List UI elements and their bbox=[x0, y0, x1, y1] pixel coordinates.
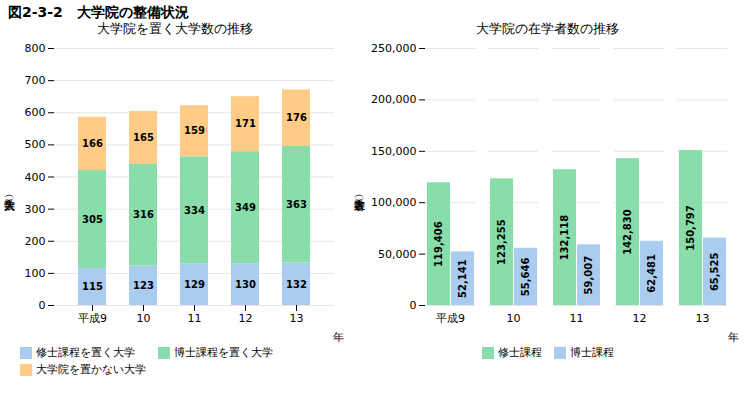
svg-text:132: 132 bbox=[286, 278, 307, 289]
html-text:大学数（人）: 大学数（人） bbox=[3, 190, 16, 191]
svg-text:159: 159 bbox=[184, 125, 205, 136]
svg-text:171: 171 bbox=[235, 118, 256, 129]
svg-text:349: 349 bbox=[235, 202, 256, 213]
svg-text:200: 200 bbox=[25, 235, 46, 248]
svg-text:123,255: 123,255 bbox=[496, 219, 507, 265]
svg-text:11: 11 bbox=[188, 312, 202, 325]
svg-text:115: 115 bbox=[82, 281, 103, 292]
svg-text:132,118: 132,118 bbox=[559, 215, 570, 261]
html-text:大学院の在学者数の推移: 大学院の在学者数の推移 bbox=[476, 21, 619, 36]
svg-text:平成9: 平成9 bbox=[436, 312, 465, 325]
svg-text:150,000: 150,000 bbox=[371, 145, 417, 158]
svg-text:100: 100 bbox=[25, 267, 46, 280]
svg-text:50,000: 50,000 bbox=[378, 248, 417, 261]
svg-text:700: 700 bbox=[25, 74, 46, 87]
svg-text:129: 129 bbox=[184, 279, 205, 290]
svg-text:13: 13 bbox=[696, 312, 710, 325]
svg-text:166: 166 bbox=[82, 138, 103, 149]
svg-text:65,525: 65,525 bbox=[709, 252, 720, 291]
html-text:博士課程: 博士課程 bbox=[569, 346, 614, 359]
svg-text:59,007: 59,007 bbox=[583, 256, 594, 295]
svg-text:165: 165 bbox=[133, 132, 154, 143]
svg-text:800: 800 bbox=[25, 42, 46, 55]
svg-text:年: 年 bbox=[333, 331, 344, 344]
svg-text:100,000: 100,000 bbox=[371, 196, 417, 209]
svg-text:400: 400 bbox=[25, 171, 46, 184]
html-text:在学者数（人）: 在学者数（人） bbox=[353, 190, 366, 191]
svg-text:150,797: 150,797 bbox=[685, 205, 696, 251]
svg-text:200,000: 200,000 bbox=[371, 93, 417, 106]
html-text:大学院を置く大学数の推移: 大学院を置く大学数の推移 bbox=[97, 21, 253, 36]
svg-text:250,000: 250,000 bbox=[371, 42, 417, 55]
svg-text:12: 12 bbox=[633, 312, 647, 325]
html-text:博士課程を置く大学: 博士課程を置く大学 bbox=[174, 346, 273, 359]
svg-text:176: 176 bbox=[286, 112, 307, 123]
html-text:修士課程: 修士課程 bbox=[497, 346, 542, 359]
svg-text:123: 123 bbox=[133, 280, 154, 291]
svg-text:55,646: 55,646 bbox=[520, 258, 531, 297]
svg-text:119,406: 119,406 bbox=[433, 221, 444, 267]
svg-text:300: 300 bbox=[25, 203, 46, 216]
html-text:図2-3-2 大学院の整備状況: 図2-3-2 大学院の整備状況 bbox=[8, 4, 189, 20]
svg-text:10: 10 bbox=[137, 312, 151, 325]
svg-text:334: 334 bbox=[184, 205, 205, 216]
svg-text:142,830: 142,830 bbox=[622, 209, 633, 255]
svg-text:10: 10 bbox=[507, 312, 521, 325]
svg-text:600: 600 bbox=[25, 106, 46, 119]
svg-text:0: 0 bbox=[39, 299, 46, 312]
svg-text:13: 13 bbox=[290, 312, 304, 325]
html-text:修士課程を置く大学: 修士課程を置く大学 bbox=[36, 346, 135, 359]
svg-text:52,141: 52,141 bbox=[457, 259, 468, 298]
svg-text:500: 500 bbox=[25, 138, 46, 151]
svg-text:11: 11 bbox=[570, 312, 584, 325]
svg-text:平成9: 平成9 bbox=[78, 312, 107, 325]
svg-text:0: 0 bbox=[410, 299, 417, 312]
svg-text:316: 316 bbox=[133, 209, 154, 220]
svg-text:12: 12 bbox=[239, 312, 253, 325]
svg-text:130: 130 bbox=[235, 279, 256, 290]
svg-text:363: 363 bbox=[286, 199, 307, 210]
svg-text:305: 305 bbox=[82, 214, 103, 225]
svg-text:年: 年 bbox=[728, 331, 739, 344]
html-text:大学院を置かない大学: 大学院を置かない大学 bbox=[36, 363, 146, 376]
svg-text:62,481: 62,481 bbox=[646, 254, 657, 293]
